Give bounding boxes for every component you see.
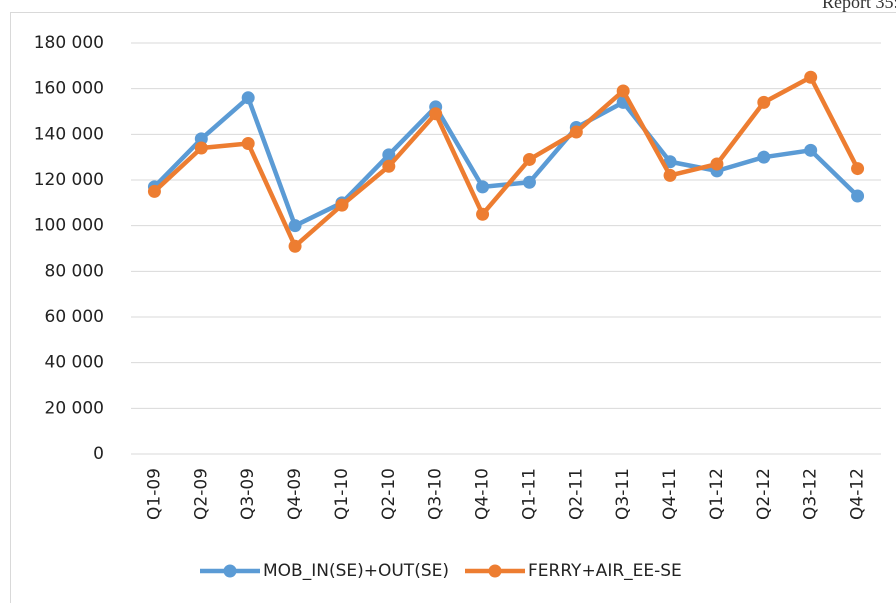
data-point	[147, 184, 161, 198]
data-point	[288, 219, 302, 233]
x-tick-label: Q3-12	[801, 468, 821, 520]
x-tick-label: Q2-12	[754, 468, 774, 520]
y-tick-label: 40 000	[45, 353, 104, 373]
data-point	[522, 175, 536, 189]
data-point	[241, 136, 255, 150]
x-tick-label: Q2-10	[379, 468, 399, 520]
data-point	[476, 207, 490, 221]
y-tick-label: 60 000	[45, 307, 104, 327]
x-tick-label: Q4-09	[285, 468, 305, 520]
x-tick-label: Q2-09	[191, 468, 211, 520]
x-tick-label: Q1-11	[519, 468, 539, 520]
data-point	[804, 143, 818, 157]
chart-border	[10, 12, 896, 603]
x-tick-label: Q1-09	[144, 468, 164, 520]
data-point	[194, 132, 208, 146]
x-tick-label: Q2-11	[566, 468, 586, 520]
data-point	[335, 198, 349, 212]
x-tick-label: Q3-10	[426, 468, 446, 520]
y-tick-label: 20 000	[45, 398, 104, 418]
data-point	[663, 168, 677, 182]
data-point	[382, 159, 396, 173]
y-tick-label: 140 000	[34, 124, 104, 144]
y-tick-label: 160 000	[34, 79, 104, 99]
x-tick-label: Q1-10	[332, 468, 352, 520]
data-point	[616, 84, 630, 98]
data-point	[851, 162, 865, 176]
y-tick-label: 180 000	[34, 33, 104, 53]
data-point	[476, 180, 490, 194]
data-point	[241, 91, 255, 105]
y-tick-label: 100 000	[34, 216, 104, 236]
data-point	[382, 148, 396, 162]
x-tick-label: Q1-12	[707, 468, 727, 520]
x-tick-label: Q3-09	[238, 468, 258, 520]
x-tick-label: Q4-12	[848, 468, 868, 520]
x-tick-label: Q4-10	[473, 468, 493, 520]
data-point	[757, 150, 771, 164]
data-point	[288, 239, 302, 253]
y-tick-label: 0	[93, 444, 104, 464]
legend-marker	[223, 564, 237, 578]
page-header: Report 35: Feasibility of	[822, 0, 896, 12]
series-line	[152, 75, 860, 249]
x-tick-label: Q3-11	[613, 468, 633, 520]
data-point	[194, 141, 208, 155]
y-tick-label: 80 000	[45, 261, 104, 281]
legend-label: MOB_IN(SE)+OUT(SE)	[263, 561, 449, 581]
y-tick-label: 120 000	[34, 170, 104, 190]
data-point	[851, 189, 865, 203]
legend-marker	[488, 564, 502, 578]
legend-label: FERRY+AIR_EE-SE	[528, 561, 682, 581]
data-point	[569, 125, 583, 139]
data-point	[804, 70, 818, 84]
x-tick-label: Q4-11	[660, 468, 680, 520]
data-point	[710, 157, 724, 171]
data-point	[757, 95, 771, 109]
data-point	[522, 152, 536, 166]
data-point	[429, 107, 443, 121]
